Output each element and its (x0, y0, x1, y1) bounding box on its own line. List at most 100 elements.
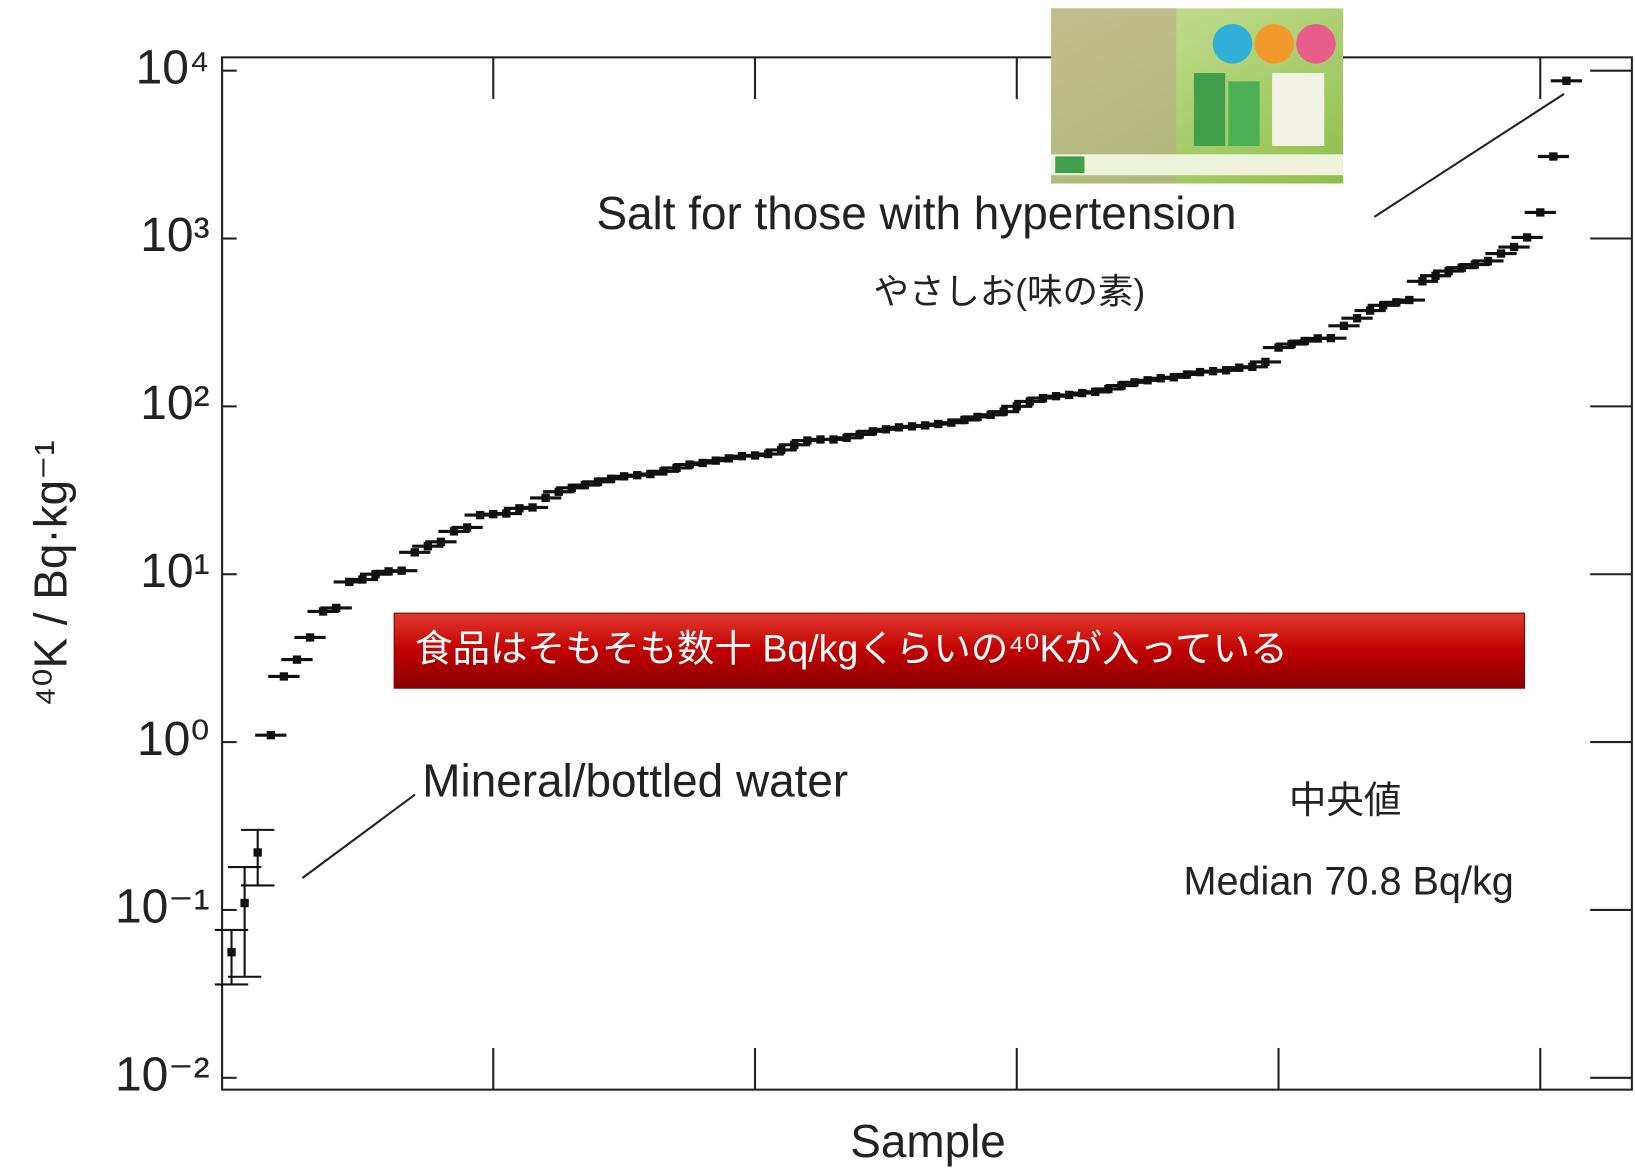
point (1248, 362, 1257, 372)
point (777, 445, 786, 455)
point (1405, 295, 1414, 305)
point (685, 460, 694, 469)
point (947, 418, 956, 427)
point (1091, 387, 1100, 397)
point (763, 449, 773, 459)
point (606, 474, 616, 484)
point (999, 407, 1008, 416)
point (358, 575, 367, 584)
point (554, 487, 563, 496)
point (842, 433, 851, 442)
banner (393, 612, 1525, 689)
point (541, 493, 550, 503)
point (318, 607, 328, 616)
annotation: やさしお(味の素) (874, 271, 1146, 311)
point (659, 467, 668, 476)
y-tick-label: 10³ (140, 209, 209, 262)
point (973, 412, 982, 422)
point (1523, 233, 1532, 242)
point (1221, 366, 1231, 375)
point (1352, 314, 1362, 323)
point (567, 483, 576, 493)
point (227, 948, 236, 957)
point (1261, 357, 1270, 367)
point (593, 477, 603, 487)
point (462, 523, 472, 532)
point (240, 898, 249, 908)
point (646, 469, 655, 479)
annotation: Mineral/bottled water (422, 754, 848, 806)
point (410, 548, 419, 557)
point (345, 577, 354, 587)
point (986, 410, 995, 420)
point (292, 655, 302, 664)
point (698, 458, 707, 468)
point (1339, 321, 1349, 330)
point (253, 848, 262, 857)
point (1012, 402, 1021, 411)
point (1143, 376, 1152, 385)
point (1182, 370, 1192, 379)
annotation: 中央値 (1289, 779, 1402, 821)
y-tick-label: 10⁻¹ (115, 881, 210, 934)
point (397, 566, 406, 575)
point (881, 425, 891, 434)
point (528, 503, 537, 512)
point (1064, 390, 1074, 400)
y-tick-label: 10² (140, 377, 209, 430)
point (1025, 397, 1035, 406)
point (1483, 256, 1493, 266)
point (1169, 373, 1178, 382)
point (1379, 301, 1388, 310)
point (1038, 393, 1048, 403)
point (960, 415, 969, 425)
point (580, 480, 590, 490)
point (1470, 260, 1479, 269)
point (1496, 249, 1506, 258)
leader-line (1373, 92, 1565, 218)
point (868, 427, 877, 436)
point (1418, 277, 1427, 286)
leader-line (301, 793, 416, 879)
y-tick-label: 10⁴ (136, 41, 210, 94)
point (1444, 266, 1453, 276)
y-axis-label: ⁴⁰K / Bq·kg⁻¹ (24, 440, 76, 706)
point (371, 570, 380, 579)
point (332, 603, 341, 613)
point (1326, 333, 1336, 343)
plot-area: 10⁻² 10⁻¹ 10⁰ 10¹ 10² 10³ 10⁴ (115, 41, 1633, 1101)
point (436, 537, 446, 546)
point (1457, 263, 1466, 272)
point (1536, 208, 1545, 217)
point (1300, 336, 1309, 346)
point (790, 440, 799, 450)
point (305, 633, 315, 642)
point (672, 463, 681, 473)
point (1130, 378, 1139, 387)
point (502, 509, 511, 518)
point (1392, 298, 1401, 307)
banner-text: 食品はそもそも数十 Bq/kgくらいの⁴⁰Kが入っている (415, 628, 1288, 670)
x-axis-label: Sample (850, 1115, 1006, 1167)
point (1509, 242, 1519, 252)
point (855, 430, 864, 439)
point (279, 672, 289, 681)
point (449, 527, 459, 536)
point (711, 456, 720, 465)
point (1431, 271, 1440, 280)
point (1287, 339, 1296, 349)
point (1117, 381, 1126, 390)
point (1562, 76, 1571, 85)
annotation: Salt for those with hypertension (596, 187, 1236, 239)
point (829, 435, 838, 444)
point (1549, 152, 1558, 161)
point (1104, 384, 1113, 394)
product-image (1051, 8, 1344, 184)
y-tick-label: 10¹ (140, 545, 209, 598)
point (1365, 306, 1375, 315)
point (423, 541, 433, 551)
y-tick-label: 10⁰ (137, 713, 210, 766)
point (266, 730, 275, 740)
y-tick-label: 10⁻² (115, 1048, 210, 1101)
